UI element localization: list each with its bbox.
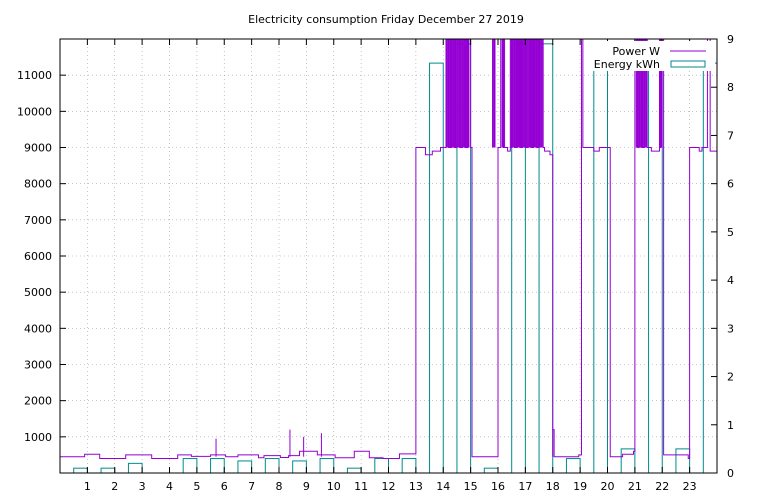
x-tick-label: 16 bbox=[491, 480, 505, 493]
x-tick-label: 23 bbox=[683, 480, 697, 493]
x-tick-label: 18 bbox=[546, 480, 560, 493]
x-tick-label: 11 bbox=[354, 480, 368, 493]
energy-bar bbox=[346, 467, 362, 474]
x-tick-label: 12 bbox=[382, 480, 396, 493]
y-tick-label: 2000 bbox=[24, 395, 52, 408]
energy-bar bbox=[100, 467, 116, 474]
energy-bar bbox=[374, 458, 389, 474]
energy-bar bbox=[292, 460, 307, 474]
x-tick-label: 10 bbox=[327, 480, 341, 493]
y-tick-label: 3000 bbox=[24, 359, 52, 372]
y2-tick-label: 0 bbox=[727, 467, 734, 480]
y2-tick-label: 1 bbox=[727, 419, 734, 432]
y2-tick-label: 3 bbox=[727, 322, 734, 335]
y-tick-label: 10000 bbox=[17, 105, 52, 118]
x-tick-label: 9 bbox=[303, 480, 310, 493]
x-tick-label: 4 bbox=[166, 480, 173, 493]
energy-series bbox=[73, 43, 718, 474]
x-tick-label: 19 bbox=[573, 480, 587, 493]
energy-bar bbox=[73, 467, 88, 474]
y-tick-label: 4000 bbox=[24, 322, 52, 335]
legend-power-label: Power W bbox=[612, 45, 660, 58]
x-tick-label: 8 bbox=[276, 480, 283, 493]
x-tick-label: 6 bbox=[221, 480, 228, 493]
y2-tick-label: 4 bbox=[727, 274, 734, 287]
y2-tick-label: 7 bbox=[727, 129, 734, 142]
x-tick-label: 17 bbox=[518, 480, 532, 493]
y-tick-label: 8000 bbox=[24, 178, 52, 191]
energy-bar bbox=[127, 462, 143, 474]
legend: Power W Energy kWh bbox=[590, 41, 715, 71]
x-tick-label: 13 bbox=[409, 480, 423, 493]
energy-bar bbox=[237, 460, 253, 474]
energy-bar bbox=[593, 67, 608, 474]
legend-energy-label: Energy kWh bbox=[594, 58, 660, 71]
axes: 1 2 3 4 5 6 7 8 9 10 11 12 13 14 15 16 17 18 19 20 21 22 23100… bbox=[17, 33, 734, 493]
legend-energy-swatch bbox=[670, 60, 706, 68]
x-tick-label: 5 bbox=[193, 480, 200, 493]
x-tick-label: 14 bbox=[436, 480, 450, 493]
y2-tick-label: 6 bbox=[727, 178, 734, 191]
energy-bar bbox=[429, 62, 444, 474]
x-tick-label: 20 bbox=[601, 480, 615, 493]
y-tick-label: 6000 bbox=[24, 250, 52, 263]
y2-tick-label: 9 bbox=[727, 33, 734, 46]
energy-bar bbox=[182, 458, 198, 474]
x-tick-label: 15 bbox=[464, 480, 478, 493]
energy-bar bbox=[210, 458, 225, 474]
x-tick-label: 7 bbox=[248, 480, 255, 493]
x-tick-label: 3 bbox=[139, 480, 146, 493]
energy-bar bbox=[483, 467, 499, 474]
y-tick-label: 9000 bbox=[24, 142, 52, 155]
y2-tick-label: 8 bbox=[727, 81, 734, 94]
x-tick-label: 22 bbox=[655, 480, 669, 493]
y-tick-label: 1000 bbox=[24, 431, 52, 444]
grid bbox=[60, 39, 717, 473]
energy-bar bbox=[319, 458, 335, 474]
y-tick-label: 5000 bbox=[24, 286, 52, 299]
x-tick-label: 1 bbox=[84, 480, 91, 493]
y-tick-label: 11000 bbox=[17, 69, 52, 82]
x-tick-label: 2 bbox=[111, 480, 118, 493]
energy-bar bbox=[620, 448, 636, 474]
y2-tick-label: 5 bbox=[727, 226, 734, 239]
x-tick-label: 21 bbox=[628, 480, 642, 493]
energy-bar bbox=[264, 458, 280, 474]
energy-bar bbox=[675, 448, 691, 474]
energy-bar bbox=[565, 458, 581, 474]
energy-bar bbox=[401, 458, 417, 474]
y-tick-label: 7000 bbox=[24, 214, 52, 227]
y2-tick-label: 2 bbox=[727, 371, 734, 384]
chart-title: Electricity consumption Friday December … bbox=[248, 13, 524, 26]
